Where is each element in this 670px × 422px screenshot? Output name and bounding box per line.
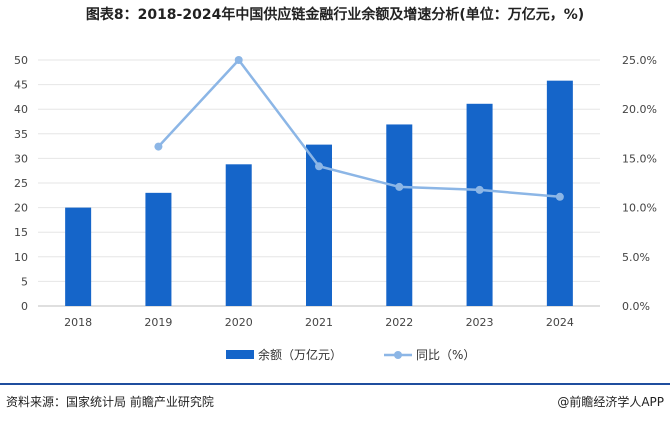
x-tick-label: 2021 <box>305 316 333 329</box>
growth-line <box>157 58 560 199</box>
x-tick-label: 2019 <box>144 316 172 329</box>
line-point <box>395 182 404 191</box>
y-left-tick-label: 10 <box>14 251 28 264</box>
x-tick-label: 2024 <box>546 316 574 329</box>
source-text: 资料来源：国家统计局 前瞻产业研究院 <box>6 395 214 409</box>
y-left-tick-label: 40 <box>14 103 28 116</box>
legend-line-label: 同比（%） <box>416 348 475 362</box>
bar <box>306 144 332 306</box>
y-left-tick-label: 5 <box>21 275 28 288</box>
chart-title: 图表8：2018-2024年中国供应链金融行业余额及增速分析(单位：万亿元，%) <box>85 7 585 23</box>
y-right-tick-label: 25.0% <box>622 54 657 67</box>
y-right-tick-label: 20.0% <box>622 103 657 116</box>
y-left-tick-label: 20 <box>14 202 28 215</box>
x-tick-label: 2018 <box>64 316 92 329</box>
y-right-tick-label: 15.0% <box>622 152 657 165</box>
line-point <box>555 192 564 201</box>
line-point <box>234 56 243 64</box>
x-tick-label: 2023 <box>466 316 494 329</box>
y-left-tick-label: 45 <box>14 79 28 92</box>
x-tick-label: 2020 <box>225 316 253 329</box>
bar <box>145 192 172 306</box>
bar <box>65 207 92 306</box>
legend-line-marker <box>394 351 402 359</box>
footer-divider <box>0 383 670 385</box>
x-axis: 2018 2019 2020 2021 2022 2023 2024 <box>64 316 574 329</box>
bar <box>466 103 493 307</box>
bar <box>225 164 252 306</box>
y-axis-left: 0 5 10 15 20 25 30 35 40 45 50 <box>14 54 28 313</box>
legend-bar-swatch <box>226 350 254 359</box>
y-left-tick-label: 50 <box>14 54 28 67</box>
line-point <box>315 162 323 171</box>
x-tick-label: 2022 <box>385 316 413 329</box>
y-left-tick-label: 15 <box>14 226 28 239</box>
y-left-tick-label: 25 <box>14 177 28 190</box>
line-series <box>154 56 564 201</box>
legend-bar-label: 余额（万亿元） <box>258 347 342 362</box>
chart-area: 0 5 10 15 20 25 30 35 40 45 50 0.0% 5.0% 10.0% 15.0% 2… <box>0 34 670 386</box>
y-left-tick-label: 30 <box>14 152 28 165</box>
line-point <box>475 185 484 194</box>
bar <box>386 124 413 307</box>
y-axis-right: 0.0% 5.0% 10.0% 15.0% 20.0% 25.0% <box>622 54 657 313</box>
y-right-tick-label: 5.0% <box>622 251 650 264</box>
legend: 余额（万亿元） 同比（%） <box>226 347 475 362</box>
y-right-tick-label: 10.0% <box>622 202 657 215</box>
y-right-tick-label: 0.0% <box>622 300 650 313</box>
y-left-tick-label: 0 <box>21 300 28 313</box>
y-left-tick-label: 35 <box>14 128 28 141</box>
combo-chart: 0 5 10 15 20 25 30 35 40 45 50 0.0% 5.0% 10.0% 15.0% 2… <box>14 54 657 362</box>
bar-series <box>65 80 573 307</box>
line-point <box>154 142 163 151</box>
brand-text: @前瞻经济学人APP <box>557 395 664 409</box>
